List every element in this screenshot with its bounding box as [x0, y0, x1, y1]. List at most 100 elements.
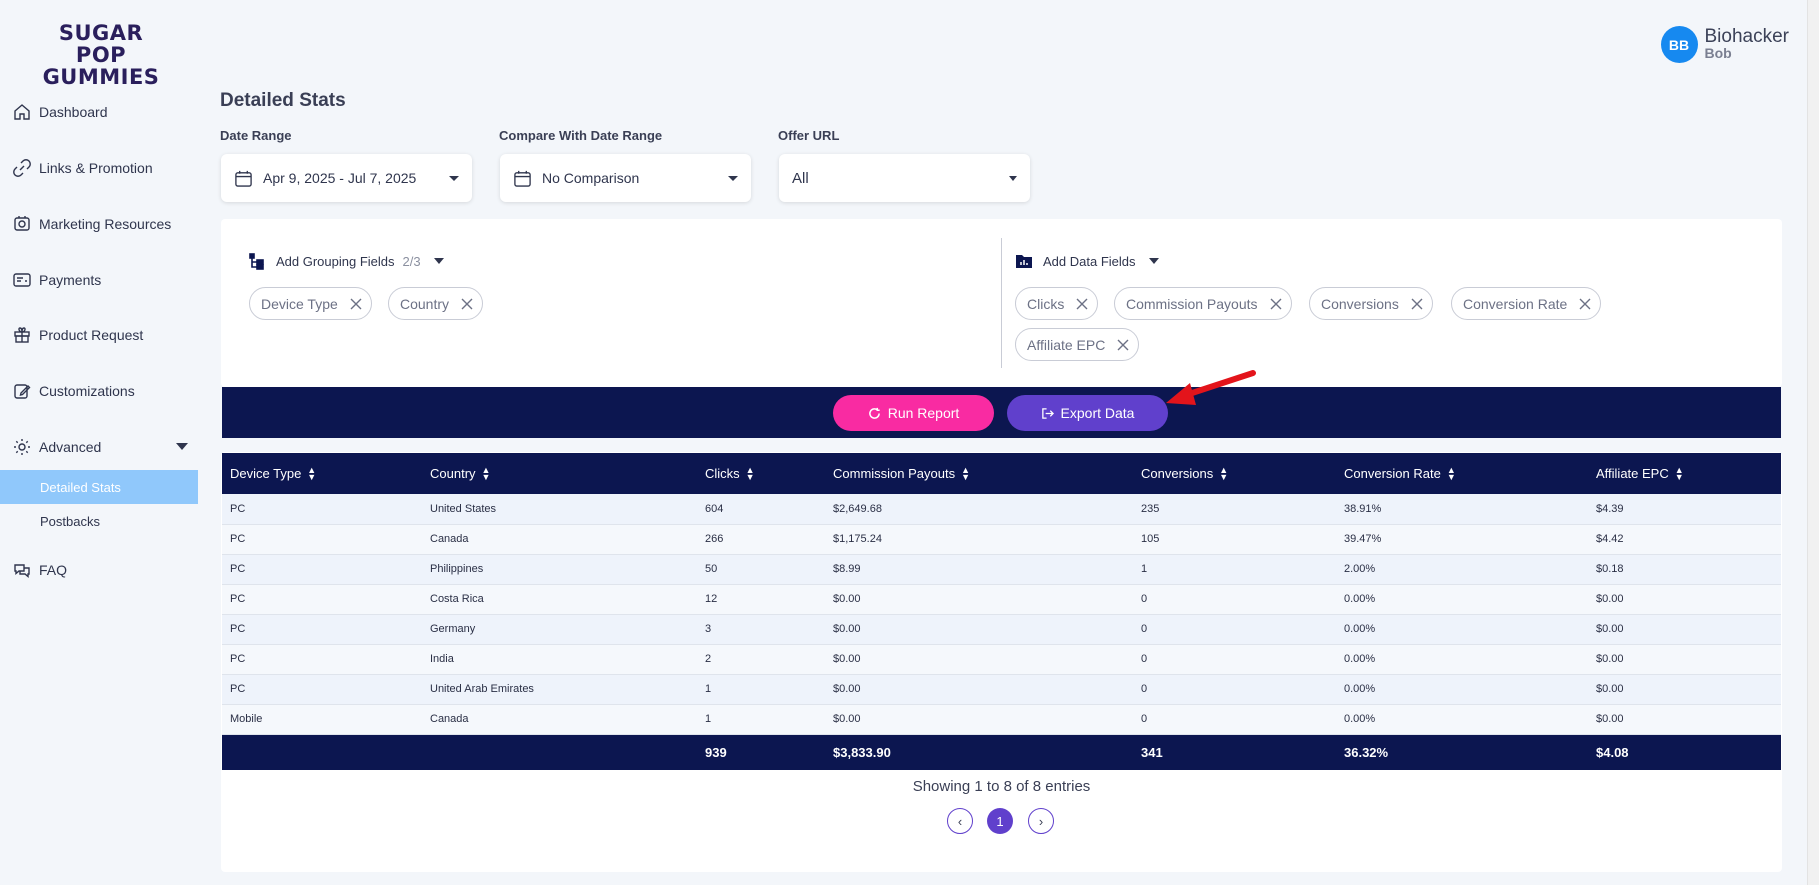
total-cell: [422, 734, 697, 770]
offer-url-label: Offer URL: [778, 128, 840, 143]
table-header-row: Device Type ▲ ▼ Country ▲ ▼ Clicks ▲ ▼ Commiss…: [222, 453, 1781, 494]
close-icon[interactable]: [1411, 298, 1423, 310]
close-icon[interactable]: [461, 298, 473, 310]
sidebar-item-customizations[interactable]: Customizations: [0, 373, 198, 409]
offer-url-select[interactable]: All: [779, 154, 1030, 202]
calendar-icon: [514, 170, 531, 187]
header-label: Country: [430, 465, 476, 481]
table-totals-row: 939 $3,833.90 341 36.32% $4.08: [222, 734, 1781, 770]
gift-icon: [14, 327, 30, 343]
table-cell: 266: [705, 533, 724, 545]
chip-label: Conversion Rate: [1463, 295, 1568, 312]
sidebar-item-payments[interactable]: Payments: [0, 262, 198, 298]
annotation-arrow: [1166, 370, 1256, 405]
chart-folder-icon: [1016, 255, 1032, 268]
sidebar-item-links[interactable]: Links & Promotion: [0, 150, 198, 186]
sidebar-item-label: Customizations: [39, 383, 135, 399]
table-row: PC United States 604 $2,649.68 235 38.91% $4.3…: [222, 494, 1781, 524]
edit-icon: [14, 384, 31, 399]
calendar-icon: [235, 170, 252, 187]
table-cell: PC: [230, 502, 246, 515]
page-1-button[interactable]: 1: [987, 808, 1013, 834]
table-cell: Germany: [430, 623, 476, 635]
next-page-button[interactable]: ›: [1028, 808, 1054, 834]
table-cell: $0.00: [1596, 683, 1624, 695]
close-icon[interactable]: [350, 298, 362, 310]
export-icon: [1041, 407, 1054, 419]
table-cell: $0.00: [833, 653, 861, 665]
table-cell: 12: [705, 593, 718, 605]
sidebar-item-faq[interactable]: FAQ: [0, 552, 198, 588]
col-country[interactable]: Country ▲ ▼: [422, 453, 697, 494]
total-cell: 341: [1141, 744, 1163, 760]
page-title: Detailed Stats: [220, 90, 346, 111]
col-conversions[interactable]: Conversions ▲ ▼: [1133, 453, 1336, 494]
table-cell: 0.00%: [1344, 653, 1376, 665]
sidebar-item-marketing[interactable]: Marketing Resources: [0, 206, 198, 242]
sort-icon: ▲ ▼: [1446, 465, 1456, 483]
sort-icon: ▲ ▼: [481, 465, 491, 483]
sidebar-item-dashboard[interactable]: Dashboard: [0, 94, 198, 130]
total-cell: 36.32%: [1344, 744, 1389, 760]
table-cell: $0.00: [833, 713, 861, 725]
add-data-fields-dropdown[interactable]: Add Data Fields: [1015, 252, 1159, 270]
table-cell: $0.18: [1596, 563, 1624, 575]
col-clicks[interactable]: Clicks ▲ ▼: [697, 453, 825, 494]
data-chip-conversions: Conversions: [1309, 287, 1433, 320]
close-icon[interactable]: [1076, 298, 1088, 310]
date-range-select[interactable]: Apr 9, 2025 - Jul 7, 2025: [221, 154, 472, 202]
user-menu[interactable]: BB Biohacker Bob: [1660, 26, 1790, 63]
sidebar-item-label: Dashboard: [39, 104, 108, 120]
stats-table-card: Device Type ▲ ▼ Country ▲ ▼ Clicks ▲ ▼ Commiss…: [221, 452, 1782, 872]
hierarchy-icon: [249, 253, 264, 270]
run-report-button[interactable]: Run Report: [833, 395, 994, 431]
table-cell: Costa Rica: [430, 593, 484, 605]
caret-down-icon: [728, 176, 738, 181]
table-cell: $0.00: [1596, 593, 1624, 605]
sidebar-item-label: Product Request: [39, 327, 144, 343]
grouping-title: Add Grouping Fields: [276, 253, 395, 269]
stats-table: Device Type ▲ ▼ Country ▲ ▼ Clicks ▲ ▼ Commiss…: [222, 453, 1781, 770]
sidebar-item-product-request[interactable]: Product Request: [0, 317, 198, 353]
page-scrollbar[interactable]: [1807, 0, 1819, 885]
close-icon[interactable]: [1117, 339, 1129, 351]
table-cell: 2.00%: [1344, 563, 1376, 575]
table-cell: Canada: [430, 713, 469, 725]
add-grouping-fields-dropdown[interactable]: Add Grouping Fields 2/3: [248, 252, 444, 270]
data-fields-title: Add Data Fields: [1043, 253, 1136, 269]
caret-down-icon: [1009, 176, 1017, 181]
col-device-type[interactable]: Device Type ▲ ▼: [222, 453, 422, 494]
table-cell: 0: [1141, 593, 1148, 605]
sidebar-item-postbacks[interactable]: Postbacks: [0, 504, 198, 538]
table-cell: 0.00%: [1344, 713, 1376, 725]
compare-select[interactable]: No Comparison: [500, 154, 751, 202]
table-cell: $0.00: [833, 683, 861, 695]
table-cell: 50: [705, 563, 718, 575]
col-affiliate-epc[interactable]: Affiliate EPC ▲ ▼: [1588, 453, 1781, 494]
table-cell: Philippines: [430, 563, 484, 575]
header-label: Device Type: [230, 465, 302, 481]
table-cell: 3: [705, 623, 712, 635]
table-row: PC United Arab Emirates 1 $0.00 0 0.00% $0.00: [222, 674, 1781, 704]
table-row: PC Costa Rica 12 $0.00 0 0.00% $0.00: [222, 584, 1781, 614]
col-commission-payouts[interactable]: Commission Payouts ▲ ▼: [825, 453, 1133, 494]
brand-logo[interactable]: SUGAR POP GUMMIES: [36, 22, 166, 88]
user-name: Biohacker Bob: [1705, 27, 1790, 61]
prev-page-button[interactable]: ‹: [947, 808, 973, 834]
export-data-button[interactable]: Export Data: [1007, 395, 1168, 431]
sidebar-item-advanced[interactable]: Advanced: [0, 429, 198, 465]
brand-line-2: GUMMIES: [42, 65, 160, 89]
header-label: Commission Payouts: [833, 465, 956, 481]
panel-divider: [1001, 238, 1002, 368]
sort-icon: ▲ ▼: [307, 465, 317, 483]
table-cell: $2,649.68: [833, 502, 882, 515]
action-bar: [222, 387, 1781, 438]
caret-down-icon: [1148, 258, 1159, 264]
sort-icon: ▲ ▼: [1219, 465, 1229, 483]
sidebar-item-detailed-stats[interactable]: Detailed Stats: [0, 470, 198, 504]
total-cell: $3,833.90: [833, 744, 891, 760]
col-conversion-rate[interactable]: Conversion Rate ▲ ▼: [1336, 453, 1588, 494]
table-cell: 604: [705, 502, 724, 515]
close-icon[interactable]: [1270, 298, 1282, 310]
close-icon[interactable]: [1579, 298, 1591, 310]
